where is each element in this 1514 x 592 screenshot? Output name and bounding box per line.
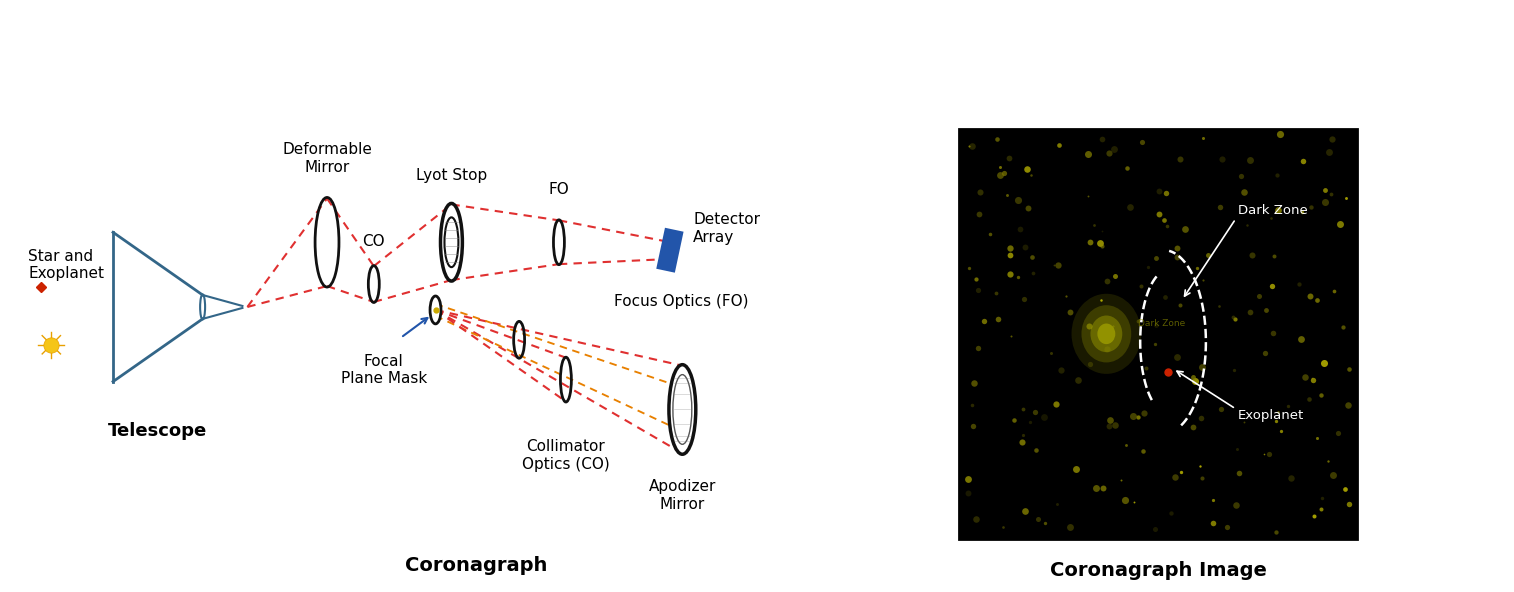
Text: Apodizer
Mirror: Apodizer Mirror: [648, 479, 716, 511]
Text: Dark Zone: Dark Zone: [1139, 319, 1185, 329]
Text: Focal
Plane Mask: Focal Plane Mask: [341, 354, 427, 386]
FancyBboxPatch shape: [657, 229, 683, 272]
Ellipse shape: [1072, 294, 1142, 374]
Text: Detector
Array: Detector Array: [693, 212, 760, 244]
Text: Focus Optics (FO): Focus Optics (FO): [613, 294, 748, 310]
Ellipse shape: [1090, 316, 1122, 352]
Ellipse shape: [669, 365, 696, 454]
Text: Dark Zone: Dark Zone: [1238, 204, 1308, 217]
Text: Collimator
Optics (CO): Collimator Optics (CO): [522, 439, 610, 472]
Ellipse shape: [441, 204, 462, 281]
Text: FO: FO: [548, 182, 569, 198]
Ellipse shape: [1098, 323, 1116, 344]
Text: Star and
Exoplanet: Star and Exoplanet: [29, 249, 104, 281]
Text: Coronagraph: Coronagraph: [406, 556, 548, 575]
FancyBboxPatch shape: [958, 129, 1357, 539]
Text: Coronagraph Image: Coronagraph Image: [1049, 561, 1267, 580]
Ellipse shape: [1081, 305, 1131, 362]
Text: Deformable
Mirror: Deformable Mirror: [282, 142, 372, 175]
Text: Exoplanet: Exoplanet: [1238, 409, 1304, 422]
Text: Lyot Stop: Lyot Stop: [416, 168, 488, 182]
Text: Telescope: Telescope: [107, 422, 207, 440]
Ellipse shape: [430, 296, 441, 324]
Text: CO: CO: [362, 234, 385, 249]
